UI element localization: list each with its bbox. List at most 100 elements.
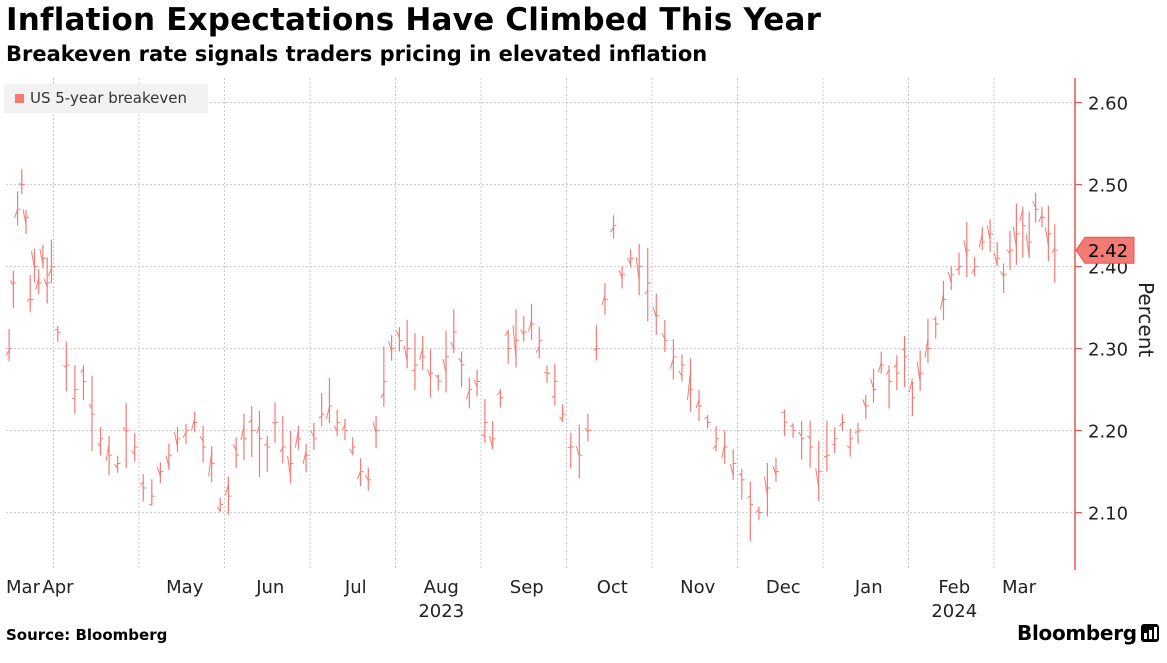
open-tick [47,268,52,277]
open-tick [877,362,882,373]
open-tick [729,464,734,476]
open-tick [627,257,632,265]
open-tick [1006,249,1011,254]
open-tick [357,470,361,480]
open-tick [823,455,828,458]
open-tick [114,463,119,469]
x-tick-label: Jan [854,577,883,598]
open-tick [978,232,983,248]
open-tick [567,446,571,449]
open-tick [520,329,525,336]
open-tick [279,447,284,453]
y-tick-label: 2.10 [1088,504,1128,525]
x-tick-label: Jul [344,577,367,598]
open-tick [971,268,975,274]
open-tick [789,424,794,427]
x-tick-label: Aug [424,577,459,598]
open-tick [763,476,768,496]
open-tick [704,416,708,420]
open-tick [695,399,700,409]
open-tick [256,425,260,434]
open-tick [395,330,400,338]
open-tick [955,267,960,271]
open-tick [80,369,84,373]
open-tick [1012,226,1017,249]
open-tick [14,209,19,219]
open-tick [403,345,408,362]
open-tick [1025,233,1030,258]
open-tick [661,333,666,339]
open-tick [1038,214,1043,222]
source-note: Source: Bloomberg [6,626,168,644]
open-tick [721,444,726,459]
open-tick [535,345,540,353]
open-tick [372,421,377,433]
open-tick [434,374,439,379]
open-tick [870,378,875,389]
open-tick [380,392,385,398]
open-tick [798,431,803,438]
open-tick [43,278,48,287]
open-tick [131,450,136,455]
open-tick [26,297,31,302]
open-tick [854,430,859,434]
open-tick [551,395,556,399]
open-tick [325,406,330,419]
open-tick [862,399,867,408]
x-tick-label: Feb [938,577,970,598]
x-tick-label: Nov [680,577,715,598]
open-tick [341,424,346,431]
grid-lines [6,78,1075,570]
open-tick [846,445,851,449]
y-tick-label: 2.30 [1088,340,1128,361]
open-tick [71,397,76,400]
open-tick [686,371,691,401]
x-tick-label: Dec [766,577,801,598]
open-tick [747,495,751,499]
open-tick [122,426,127,433]
open-tick [364,474,369,481]
open-tick [63,364,67,368]
open-tick [39,248,44,265]
open-tick [18,182,23,186]
open-tick [593,348,597,352]
open-tick [618,270,623,279]
x-tick-label: Sep [510,577,544,598]
open-tick [388,340,393,353]
open-tick [263,442,268,447]
chart-subtitle: Breakeven rate signals traders pricing i… [6,42,708,66]
open-tick [610,226,614,233]
open-tick [5,349,10,356]
open-tick [35,277,40,290]
open-tick [908,378,913,393]
open-tick [993,252,998,266]
open-tick [584,428,589,433]
open-tick [427,369,431,378]
open-tick [349,448,354,455]
x-tick-label: May [166,577,204,598]
open-tick [333,425,338,432]
x-tick-label: Apr [42,577,74,598]
open-tick [240,426,245,441]
open-tick [575,445,580,457]
chart-title: Inflation Expectations Have Climbed This… [6,2,822,38]
open-tick [165,455,170,467]
open-tick [294,430,299,448]
x-year-label: 2023 [418,601,464,622]
open-tick [712,444,717,449]
open-tick [458,357,462,363]
open-tick [839,422,843,427]
open-tick [504,329,509,337]
open-tick [1044,227,1049,246]
open-tick [139,481,144,486]
y-tick-label: 2.50 [1088,176,1128,197]
open-tick [1051,247,1056,254]
open-tick [473,379,478,388]
open-tick [916,361,921,383]
open-tick [173,432,178,448]
open-tick [635,257,640,282]
open-tick [419,347,424,361]
open-tick [105,444,110,461]
